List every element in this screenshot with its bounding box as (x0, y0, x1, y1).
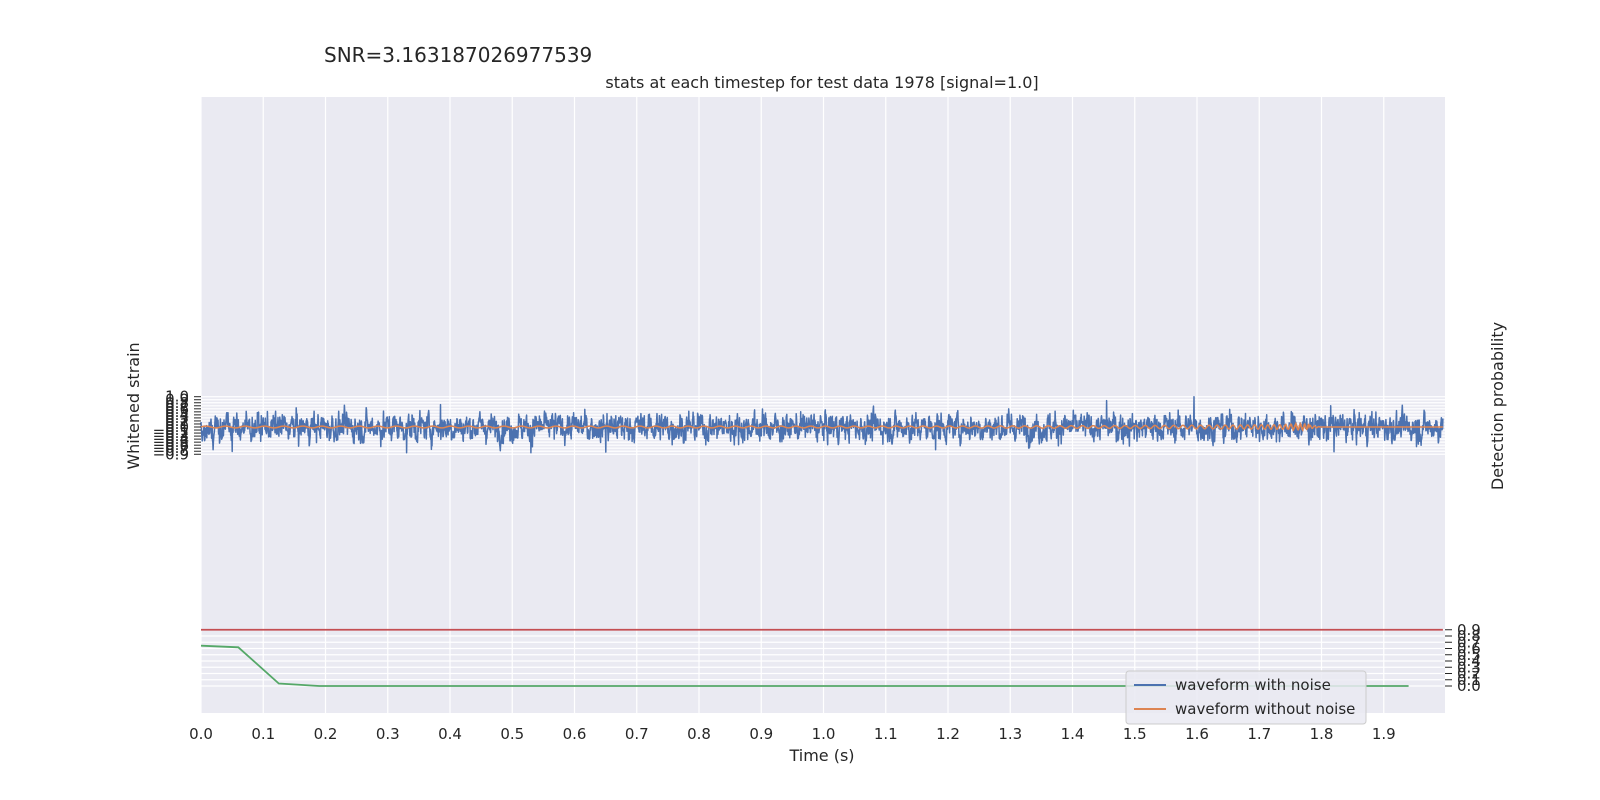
x-tick-label: 1.5 (1123, 725, 1147, 743)
y-left-tick-label: 0.7 (165, 397, 189, 415)
legend-label-noise: waveform with noise (1175, 676, 1331, 694)
x-tick-label: 1.9 (1372, 725, 1396, 743)
x-tick-label: 1.3 (998, 725, 1022, 743)
y-right-tick-label: 0.4 (1457, 652, 1481, 670)
y-left-tick-label: 0.6 (165, 400, 189, 418)
series-line-waveform-without-noise (200, 421, 1443, 432)
y-left-tick-label: 0.2 (165, 412, 189, 430)
y-left-tick-label: −0.8 (153, 442, 189, 460)
y-right-tick-label: 0.9 (1457, 621, 1481, 639)
y-left-tick-label: 0.4 (165, 406, 189, 424)
series-line-detection-probability (200, 644, 1409, 687)
y-left-tick-label: −0.4 (153, 430, 189, 448)
x-tick-label: 1.4 (1061, 725, 1085, 743)
suptitle: SNR=3.163187026977539 (324, 43, 592, 67)
y-right-tick-label: 0.8 (1457, 627, 1481, 645)
x-tick-label: 1.6 (1185, 725, 1209, 743)
y-right-tick-label: 0.0 (1457, 677, 1481, 695)
chart-title: stats at each timestep for test data 197… (605, 73, 1038, 92)
x-tick-label: 1.1 (874, 725, 898, 743)
y-right-tick-label: 0.1 (1457, 671, 1481, 689)
y-left-tick-label: 1.0 (165, 388, 189, 406)
y-right-axis-ticks: 0.90.80.70.60.50.40.30.20.10.0 (1445, 621, 1481, 695)
y-left-tick-label: 0.1 (165, 415, 189, 433)
legend-box (1125, 670, 1367, 725)
y-left-tick-label: −0.3 (153, 427, 189, 445)
x-tick-label: 0.6 (563, 725, 587, 743)
x-tick-label: 1.2 (936, 725, 960, 743)
y-left-axis-ticks: 1.00.90.80.70.60.50.40.30.20.10.0−0.1−0.… (153, 388, 201, 463)
y-right-tick-label: 0.6 (1457, 640, 1481, 658)
y-left-tick-label: 0.0 (165, 418, 189, 436)
y-right-tick-label: 0.3 (1457, 658, 1481, 676)
y-left-tick-label: −0.5 (153, 433, 189, 451)
y-left-axis-label: Whitened strain (124, 342, 143, 469)
x-axis-label: Time (s) (788, 746, 854, 765)
x-tick-label: 0.5 (500, 725, 524, 743)
x-tick-label: 1.8 (1310, 725, 1334, 743)
x-tick-label: 0.2 (314, 725, 338, 743)
x-tick-label: 0.1 (251, 725, 275, 743)
y-left-tick-label: −0.9 (153, 445, 189, 463)
x-tick-label: 1.7 (1247, 725, 1271, 743)
y-right-tick-label: 0.5 (1457, 646, 1481, 664)
x-tick-label: 1.0 (812, 725, 836, 743)
x-axis-ticks: 0.0 0.1 0.2 0.3 0.4 0.5 0.6 0.7 0.8 0.9 1.0 1.1 1.2 1… (189, 725, 1396, 743)
legend: waveform with noise waveform without noi… (1125, 670, 1367, 725)
y-left-tick-label: −0.1 (153, 421, 189, 439)
y-left-tick-label: 0.8 (165, 394, 189, 412)
y-left-tick-label: 0.5 (165, 403, 189, 421)
x-tick-label: 0.0 (189, 725, 213, 743)
y-left-tick-label: −0.7 (153, 439, 189, 457)
y-left-tick-label: −0.6 (153, 436, 189, 454)
x-tick-label: 0.3 (376, 725, 400, 743)
y-left-tick-label: 0.3 (165, 409, 189, 427)
y-left-tick-label: −0.2 (153, 424, 189, 442)
series-layer (200, 395, 1444, 687)
x-tick-label: 0.9 (749, 725, 773, 743)
y-right-tick-label: 0.7 (1457, 633, 1481, 651)
y-left-tick-label: 0.9 (165, 391, 189, 409)
x-tick-label: 0.8 (687, 725, 711, 743)
x-tick-label: 0.4 (438, 725, 462, 743)
y-right-tick-label: 0.2 (1457, 665, 1481, 683)
x-tick-label: 0.7 (625, 725, 649, 743)
legend-label-clean: waveform without noise (1175, 700, 1355, 718)
y-right-axis-label: Detection probability (1488, 322, 1507, 490)
series-line-waveform-with-noise (200, 395, 1444, 454)
